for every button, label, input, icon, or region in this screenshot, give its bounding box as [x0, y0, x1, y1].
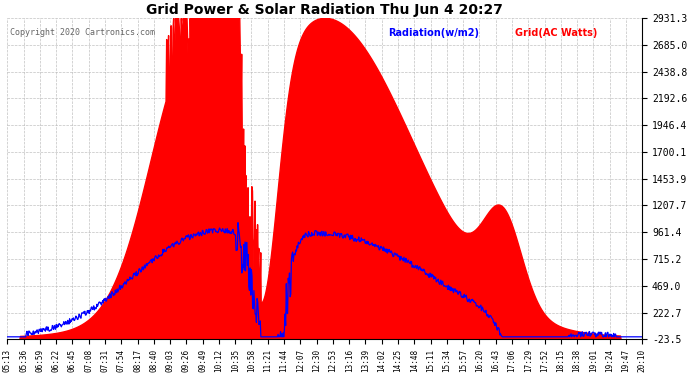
Text: Radiation(w/m2): Radiation(w/m2)	[388, 28, 480, 38]
Text: Grid(AC Watts): Grid(AC Watts)	[515, 28, 598, 38]
Text: Copyright 2020 Cartronics.com: Copyright 2020 Cartronics.com	[10, 28, 155, 37]
Title: Grid Power & Solar Radiation Thu Jun 4 20:27: Grid Power & Solar Radiation Thu Jun 4 2…	[146, 3, 503, 17]
